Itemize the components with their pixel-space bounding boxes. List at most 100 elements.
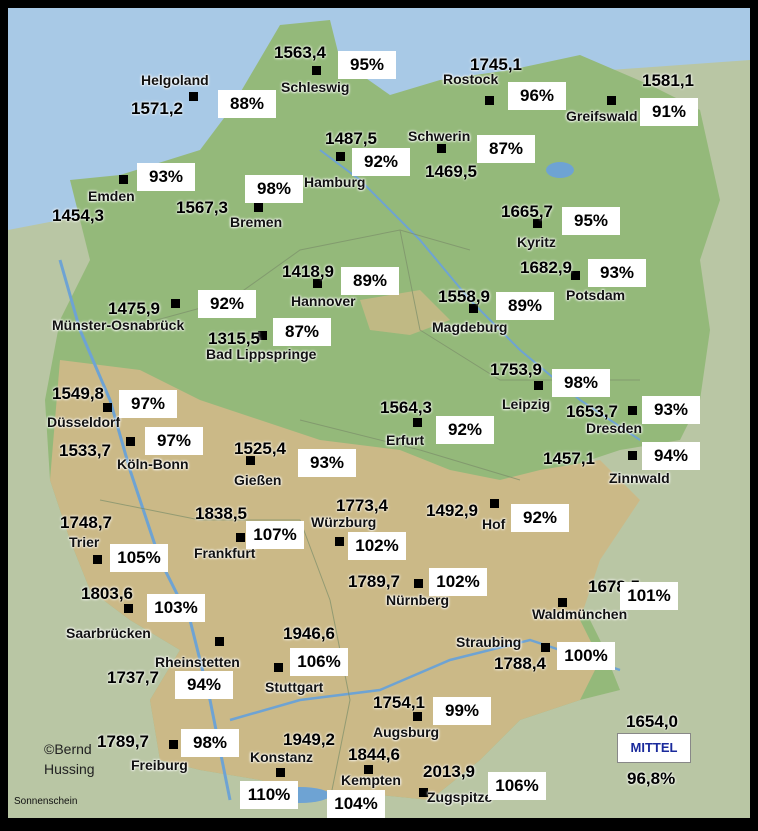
- station-marker: [558, 598, 567, 607]
- station-percent: 93%: [137, 163, 195, 191]
- station-percent: 92%: [511, 504, 569, 532]
- station-percent: 87%: [477, 135, 535, 163]
- station-value: 1949,2: [283, 730, 335, 749]
- station-value: 1753,9: [490, 360, 542, 379]
- station-value: 1564,3: [380, 398, 432, 417]
- station-percent: 93%: [588, 259, 646, 287]
- station-percent: 98%: [245, 175, 303, 203]
- station-marker: [534, 381, 543, 390]
- station-value: 1492,9: [426, 501, 478, 520]
- station-value: 1754,1: [373, 693, 425, 712]
- station-marker: [541, 643, 550, 652]
- station-marker: [103, 403, 112, 412]
- station-name: Hof: [482, 516, 506, 532]
- station-value: 1737,7: [107, 668, 159, 687]
- station-name: Freiburg: [131, 757, 188, 773]
- station-marker: [469, 304, 478, 313]
- station-percent: 97%: [119, 390, 177, 418]
- station-name: Helgoland: [141, 72, 209, 88]
- station-name: Erfurt: [386, 432, 425, 448]
- station-marker: [189, 92, 198, 101]
- station-marker: [607, 96, 616, 105]
- mittel-percent: 96,8%: [627, 769, 676, 788]
- station-marker: [419, 788, 428, 797]
- station-name: Rostock: [443, 71, 499, 87]
- station-value: 1487,5: [325, 129, 377, 148]
- station-value: 1789,7: [348, 572, 400, 591]
- station-value: 1558,9: [438, 287, 490, 306]
- station-value: 1745,1: [470, 55, 522, 74]
- station-name: Würzburg: [311, 514, 377, 530]
- station-marker: [364, 765, 373, 774]
- station-percent: 106%: [488, 772, 546, 800]
- station-marker: [126, 437, 135, 446]
- station-marker: [414, 579, 423, 588]
- station-name: Zugspitze: [427, 789, 493, 805]
- station-percent: 100%: [557, 642, 615, 670]
- station-name: Schwerin: [408, 128, 471, 144]
- station-name: Rheinstetten: [155, 654, 240, 670]
- lake-mueritz: [546, 162, 574, 178]
- station-marker: [312, 66, 321, 75]
- station-name: Bremen: [230, 214, 283, 230]
- station-marker: [258, 331, 267, 340]
- station-name: Emden: [88, 188, 135, 204]
- mittel-value: 1654,0: [626, 712, 678, 731]
- station-value: 1315,5: [208, 329, 260, 348]
- station-percent: 94%: [175, 671, 233, 699]
- station-value: 1946,6: [283, 624, 335, 643]
- station-marker: [413, 418, 422, 427]
- station-marker: [254, 203, 263, 212]
- station-value: 1567,3: [176, 198, 228, 217]
- station-percent: 99%: [433, 697, 491, 725]
- station-name: Leipzig: [502, 396, 551, 412]
- station-percent: 89%: [496, 292, 554, 320]
- station-name: Zinnwald: [609, 470, 670, 486]
- station-percent: 94%: [642, 442, 700, 470]
- station-name: Münster-Osnabrück: [52, 317, 185, 333]
- station-value: 1571,2: [131, 99, 183, 118]
- station-name: Kempten: [341, 772, 401, 788]
- station-marker: [215, 637, 224, 646]
- station-marker: [93, 555, 102, 564]
- station-percent: 95%: [562, 207, 620, 235]
- station-marker: [413, 712, 422, 721]
- station-name: Schleswig: [281, 79, 350, 95]
- station-value: 1525,4: [234, 439, 286, 458]
- station-value: 1788,4: [494, 654, 546, 673]
- station-marker: [571, 271, 580, 280]
- station-percent: 91%: [640, 98, 698, 126]
- station-value: 1457,1: [543, 449, 595, 468]
- station-marker: [236, 533, 245, 542]
- station-name: Greifswald: [566, 108, 638, 124]
- station-percent: 93%: [642, 396, 700, 424]
- station-percent: 98%: [552, 369, 610, 397]
- station-marker: [119, 175, 128, 184]
- station-name: Hannover: [291, 293, 356, 309]
- station-name: Magdeburg: [432, 319, 508, 335]
- station-percent: 98%: [181, 729, 239, 757]
- station-marker: [628, 451, 637, 460]
- station-name: Saarbrücken: [66, 625, 151, 641]
- station-marker: [124, 604, 133, 613]
- station-percent: 110%: [240, 781, 298, 809]
- station-name: Konstanz: [250, 749, 313, 765]
- station-value: 1682,9: [520, 258, 572, 277]
- river-elbe: [319, 149, 641, 441]
- station-marker: [276, 768, 285, 777]
- station-percent: 102%: [429, 568, 487, 596]
- station-percent: 92%: [436, 416, 494, 444]
- station-percent: 92%: [198, 290, 256, 318]
- station-marker: [313, 279, 322, 288]
- station-name: Stuttgart: [265, 679, 324, 695]
- station-marker: [490, 499, 499, 508]
- station-percent: 102%: [348, 532, 406, 560]
- station-value: 1581,1: [642, 71, 694, 90]
- station-name: Straubing: [456, 634, 522, 650]
- station-value: 1844,6: [348, 745, 400, 764]
- station-name: Potsdam: [566, 287, 626, 303]
- station-name: Düsseldorf: [47, 414, 121, 430]
- station-percent: 87%: [273, 318, 331, 346]
- station-percent: 97%: [145, 427, 203, 455]
